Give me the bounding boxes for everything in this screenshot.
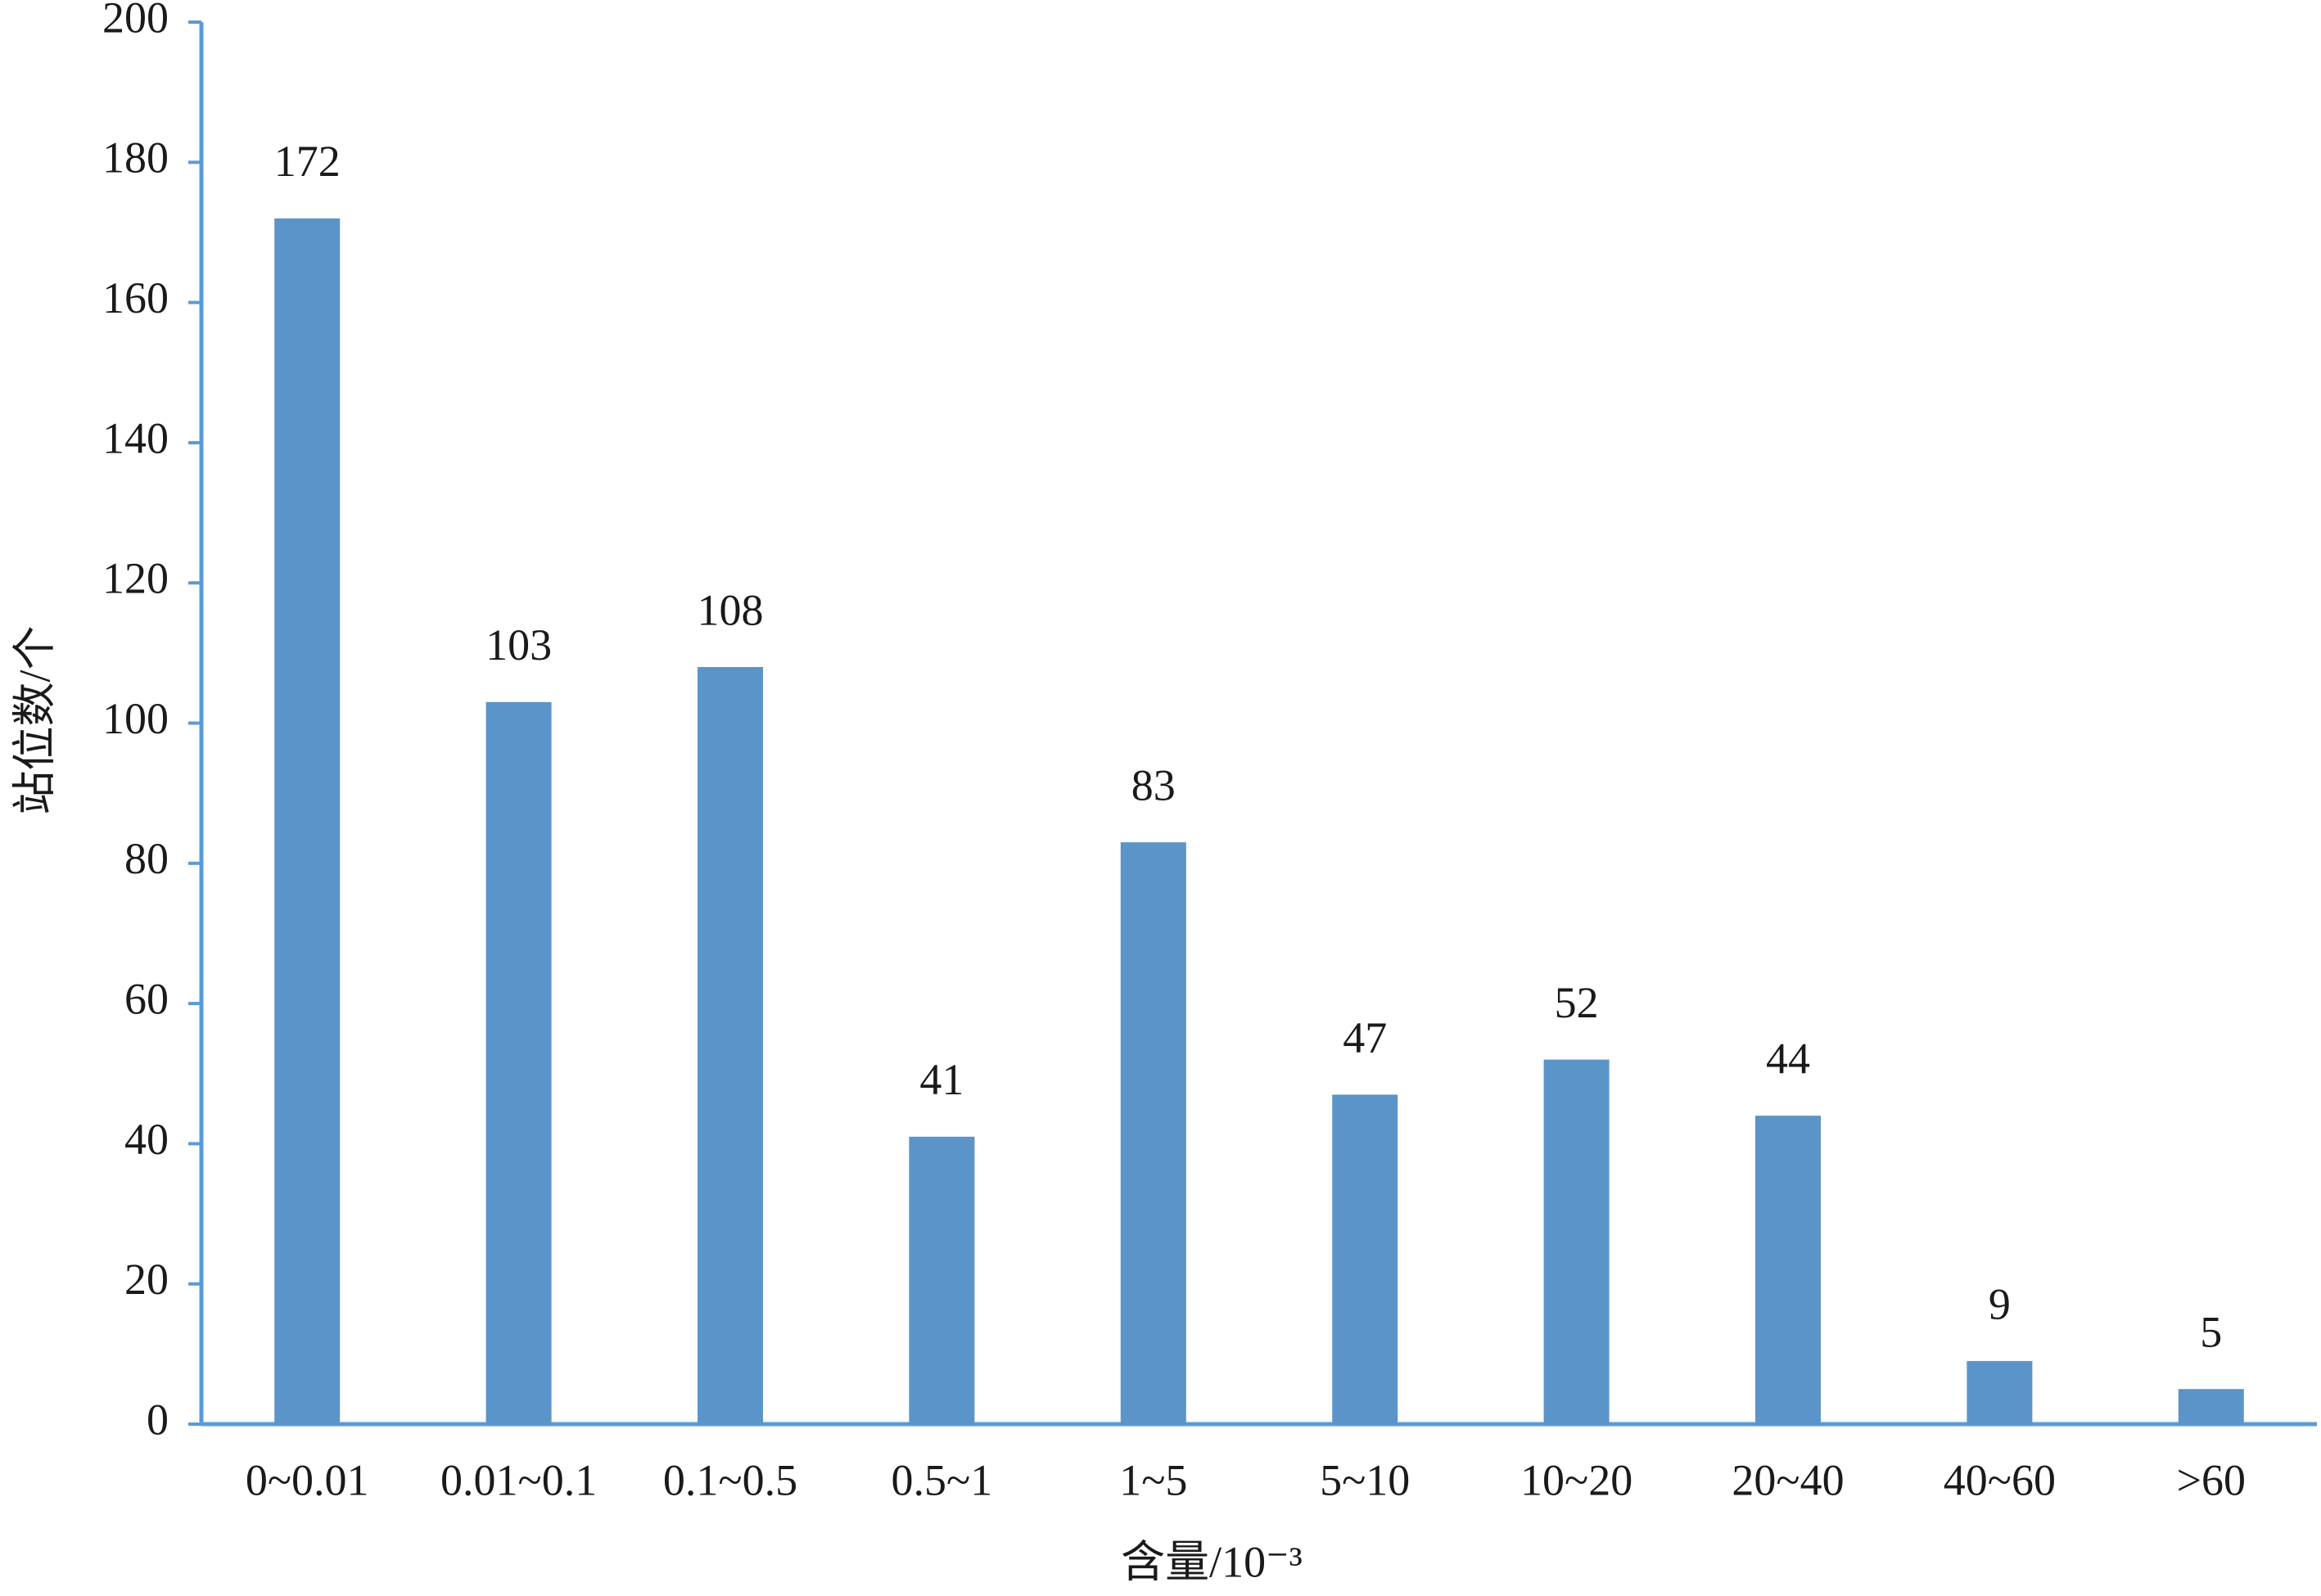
y-axis-label: 站位数/个 (10, 625, 59, 814)
x-tick-label: 1~5 (1119, 1455, 1187, 1504)
x-axis-label: 含量/10⁻³ (1121, 1537, 1303, 1586)
value-label: 83 (1131, 760, 1176, 809)
x-tick-label: 20~40 (1732, 1455, 1844, 1504)
x-tick-label: 10~20 (1520, 1455, 1632, 1504)
y-tick-label: 20 (124, 1255, 169, 1304)
y-tick-label: 200 (102, 0, 169, 42)
x-tick-label: 0.01~0.1 (440, 1455, 597, 1504)
bar (485, 701, 552, 1424)
y-tick-label: 100 (102, 694, 169, 743)
bar (1120, 842, 1186, 1424)
y-tick-label: 0 (147, 1395, 169, 1444)
bar (909, 1136, 975, 1424)
value-label: 172 (274, 137, 341, 186)
value-label: 5 (2200, 1308, 2222, 1357)
bar (1755, 1116, 1821, 1424)
bar (1332, 1094, 1398, 1424)
y-tick-label: 80 (124, 834, 169, 883)
bar (1543, 1059, 1610, 1424)
x-tick-label: 40~60 (1944, 1455, 2056, 1504)
bar (274, 218, 341, 1424)
bar (698, 666, 763, 1424)
x-tick-label: 0~0.01 (246, 1455, 369, 1504)
x-tick-label: 0.5~1 (892, 1455, 993, 1504)
value-label: 41 (919, 1055, 964, 1104)
x-tick-label: 0.1~0.5 (663, 1455, 797, 1504)
value-label: 108 (698, 585, 764, 634)
x-tick-label: 5~10 (1320, 1455, 1410, 1504)
y-tick-label: 160 (102, 273, 169, 322)
value-label: 47 (1343, 1013, 1387, 1062)
value-label: 52 (1555, 978, 1599, 1027)
y-tick-label: 140 (102, 413, 169, 462)
bar (2178, 1389, 2244, 1424)
value-label: 44 (1766, 1035, 1810, 1084)
y-tick-label: 60 (124, 974, 169, 1023)
value-label: 9 (1989, 1279, 2011, 1328)
x-tick-label: >60 (2177, 1455, 2246, 1504)
value-label: 103 (485, 620, 552, 670)
bar (1967, 1360, 2033, 1424)
y-tick-label: 40 (124, 1115, 169, 1164)
y-tick-label: 120 (102, 554, 169, 603)
y-tick-label: 180 (102, 133, 169, 183)
